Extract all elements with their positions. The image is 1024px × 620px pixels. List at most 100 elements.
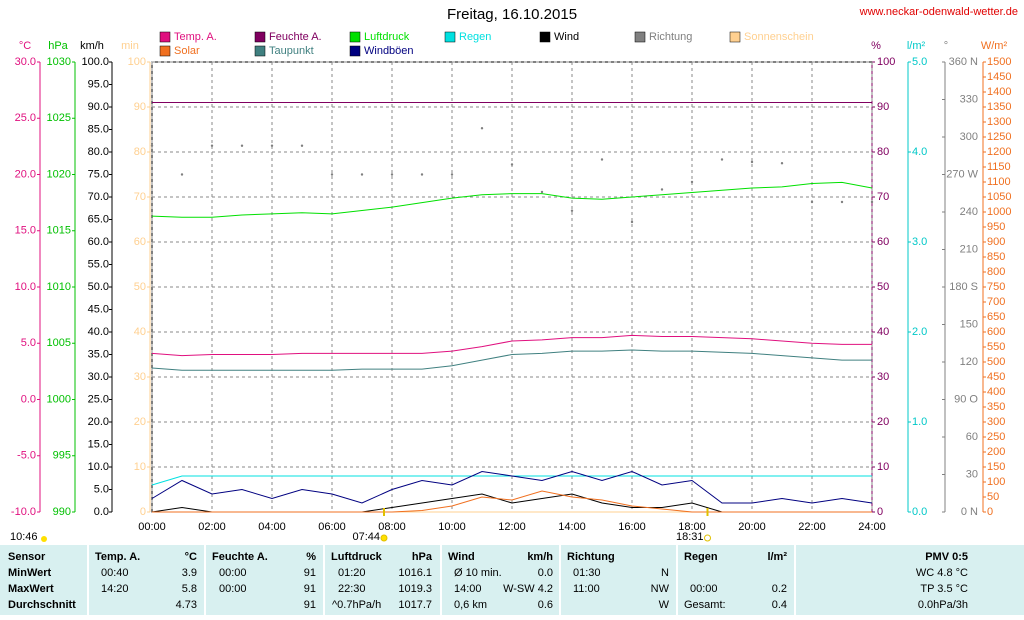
y-tick-label: 1020: [47, 168, 71, 180]
y-tick-label: 15.0: [88, 438, 109, 450]
y-tick-label: 0: [877, 506, 883, 518]
table-cell: Ø 10 min.: [454, 567, 502, 579]
direction-dot: [360, 173, 364, 176]
y-tick-label: 70: [877, 191, 889, 203]
legend-swatch: [634, 31, 646, 43]
table-cell: MaxWert: [8, 583, 54, 595]
series-line: [151, 349, 872, 371]
table-cell: W: [659, 599, 670, 611]
x-tick-label: 02:00: [198, 521, 226, 533]
y-tick-label: -5.0: [17, 450, 36, 462]
axis-unit: min: [121, 40, 139, 52]
table-header: PMV 0:5: [925, 551, 968, 563]
direction-dot: [150, 144, 154, 147]
legend-swatch: [159, 45, 171, 57]
y-tick-label: 30: [134, 371, 146, 383]
y-tick-label: 650: [987, 311, 1005, 323]
table-header: Temp. A.: [95, 551, 140, 563]
table-header: Regen: [684, 551, 718, 563]
y-tick-label: 10: [877, 461, 889, 473]
y-tick-label: 30: [877, 371, 889, 383]
x-tick-label: 22:00: [798, 521, 826, 533]
x-tick-label: 08:00: [378, 521, 406, 533]
day-length: 10:46: [10, 531, 38, 543]
direction-dot: [840, 200, 844, 204]
direction-dot: [240, 144, 244, 147]
direction-dot: [270, 144, 274, 147]
table-header: Luftdruck: [331, 551, 383, 563]
direction-dot: [330, 173, 334, 176]
sunset-icon: [704, 534, 712, 542]
y-tick-label: 150: [960, 318, 978, 330]
y-tick-label: 40: [877, 326, 889, 338]
table-cell: 0.0hPa/3h: [918, 599, 968, 611]
y-tick-label: 90 O: [954, 393, 978, 405]
table-cell: 3.9: [182, 567, 197, 579]
y-tick-label: 50: [134, 281, 146, 293]
y-tick-label: 30: [966, 468, 978, 480]
y-tick-label: 5.0: [94, 483, 109, 495]
y-tick-label: 0.0: [21, 393, 36, 405]
y-tick-label: 1025: [47, 112, 71, 124]
table-cell: 91: [304, 599, 316, 611]
y-tick-label: 1015: [47, 225, 71, 237]
series-line: [151, 334, 872, 357]
table-header: Richtung: [567, 551, 615, 563]
y-tick-label: 200: [987, 446, 1005, 458]
sunset-label: 18:31: [676, 531, 704, 543]
table-cell: ^0.7hPa/h: [332, 599, 381, 611]
axis-unit: l/m²: [907, 40, 926, 52]
table-cell: Gesamt:: [684, 599, 726, 611]
y-tick-label: 50: [987, 491, 999, 503]
direction-dot: [810, 200, 814, 204]
table-cell: NW: [651, 583, 670, 595]
y-tick-label: 45.0: [88, 303, 109, 315]
y-tick-label: 25.0: [88, 393, 109, 405]
y-tick-label: 1400: [987, 86, 1011, 98]
table-cell: 00:00: [219, 567, 247, 579]
y-tick-label: 100: [128, 56, 146, 68]
table-cell: 01:20: [338, 567, 366, 579]
legend-label: Temp. A.: [174, 31, 217, 43]
y-tick-label: 240: [960, 206, 978, 218]
direction-dot: [720, 158, 724, 161]
y-tick-label: 1150: [987, 161, 1011, 173]
y-tick-label: -10.0: [11, 506, 36, 518]
x-tick-label: 20:00: [738, 521, 766, 533]
y-tick-label: 15.0: [15, 225, 36, 237]
table-cell: 1016.1: [398, 567, 432, 579]
x-tick-label: 00:00: [138, 521, 166, 533]
legend-label: Feuchte A.: [269, 31, 322, 43]
table-cell: 22:30: [338, 583, 366, 595]
y-tick-label: 500: [987, 356, 1005, 368]
y-tick-label: 60.0: [88, 236, 109, 248]
table-cell: 00:40: [101, 567, 129, 579]
series-line: [151, 470, 873, 504]
axis-unit: %: [871, 40, 881, 52]
direction-dot: [210, 144, 214, 147]
y-tick-label: 1010: [47, 281, 71, 293]
site-url: www.neckar-odenwald-wetter.de: [859, 6, 1018, 18]
table-header: km/h: [527, 551, 553, 563]
legend-label: Windböen: [364, 45, 414, 57]
direction-dot: [600, 158, 604, 161]
y-tick-label: 55.0: [88, 258, 109, 270]
table-cell: 0.2: [772, 583, 787, 595]
table-cell: 91: [304, 567, 316, 579]
y-tick-label: 20.0: [15, 168, 36, 180]
legend-label: Wind: [554, 31, 579, 43]
y-tick-label: 60: [134, 236, 146, 248]
table-header: °C: [185, 551, 197, 563]
direction-dot: [780, 162, 784, 165]
y-tick-label: 5.0: [912, 56, 927, 68]
table-background: [0, 545, 1024, 615]
y-tick-label: 90: [877, 101, 889, 113]
sun-icon: [41, 536, 47, 542]
y-tick-label: 4.0: [912, 146, 927, 158]
table-cell: 01:30: [573, 567, 601, 579]
y-tick-label: 1450: [987, 71, 1011, 83]
table-cell: 00:00: [690, 583, 718, 595]
table-cell: TP 3.5 °C: [920, 583, 968, 595]
table-header: %: [306, 551, 316, 563]
y-tick-label: 210: [960, 243, 978, 255]
